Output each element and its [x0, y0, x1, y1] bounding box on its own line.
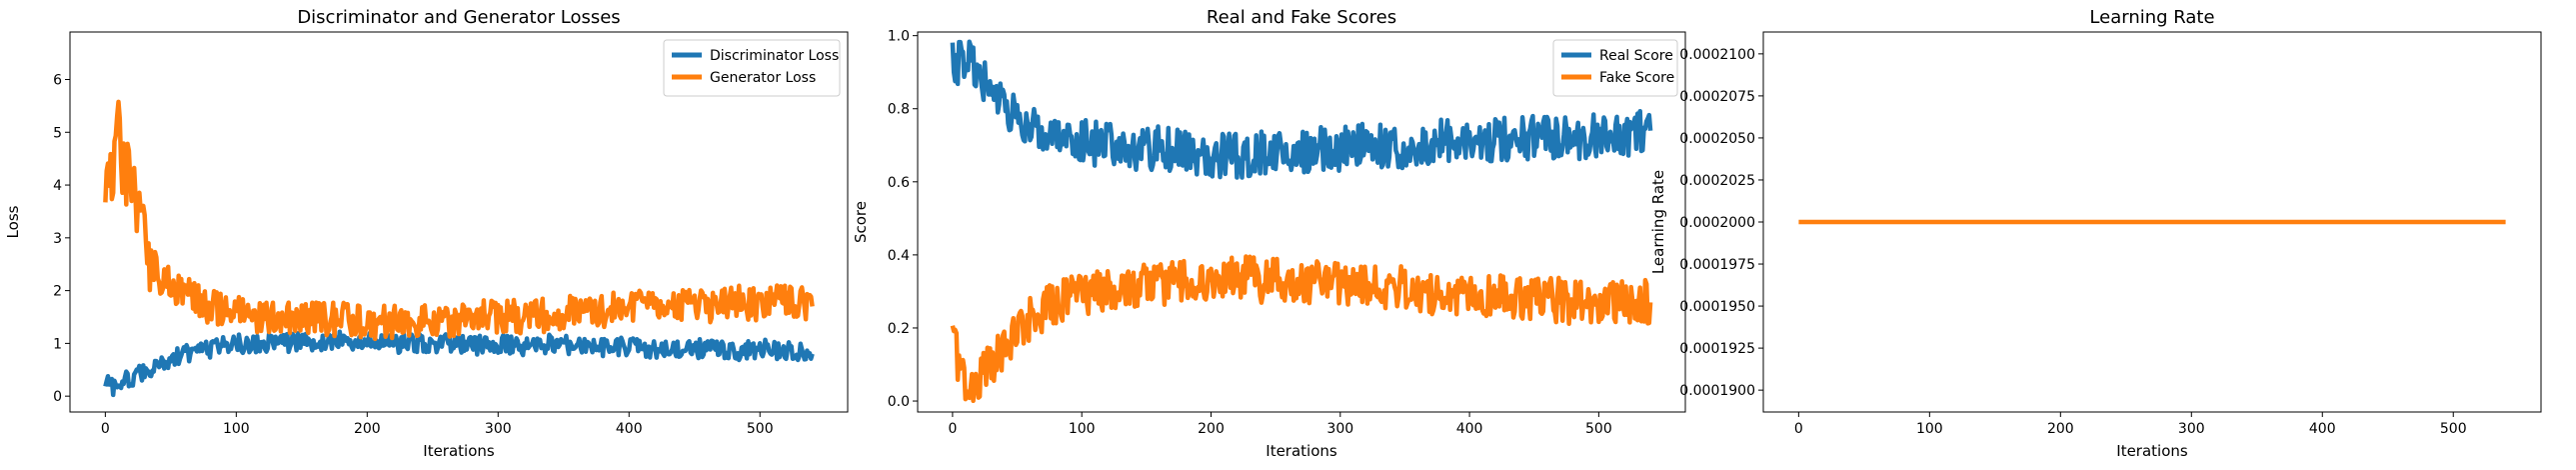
losses-legend-label: Discriminator Loss: [710, 48, 839, 64]
scores-x-tick-label: 100: [1069, 421, 1096, 437]
learning-rate-y-tick-label: 0.0002050: [1679, 131, 1755, 147]
learning-rate-x-tick-label: 400: [2309, 421, 2336, 437]
learning-rate-ylabel: Learning Rate: [1649, 170, 1667, 274]
losses-legend-label: Generator Loss: [710, 70, 816, 86]
learning-rate-y-tick-label: 0.0002000: [1679, 215, 1755, 231]
losses-y-tick-label: 3: [53, 231, 62, 247]
learning-rate-subplot: Learning Rate Iterations Learning Rate 0…: [1649, 7, 2542, 460]
losses-series-group: [103, 99, 815, 398]
losses-x-tick-label: 200: [354, 421, 381, 437]
losses-x-tick-label: 100: [223, 421, 250, 437]
scores-x-tick-label: 200: [1198, 421, 1225, 437]
losses-series-line-1: [103, 329, 815, 398]
scores-y-tick-label: 0.6: [888, 175, 910, 191]
learning-rate-y-tick-label: 0.0001900: [1679, 383, 1755, 399]
losses-y-tick-label: 1: [53, 336, 62, 352]
learning-rate-y-tick-label: 0.0002075: [1679, 89, 1755, 105]
losses-x-tick-label: 0: [101, 421, 110, 437]
learning-rate-title: Learning Rate: [2089, 7, 2214, 28]
scores-y-tick-label: 0.2: [888, 321, 910, 337]
learning-rate-y-tick-label: 0.0002025: [1679, 173, 1755, 189]
losses-title: Discriminator and Generator Losses: [297, 7, 620, 28]
losses-x-tick-label: 400: [616, 421, 643, 437]
learning-rate-x-tick-label: 100: [1916, 421, 1943, 437]
scores-legend: Real Score Fake Score: [1552, 39, 1678, 97]
scores-x-tick-label: 0: [948, 421, 957, 437]
scores-x-tick-label: 400: [1456, 421, 1483, 437]
losses-ylabel: Loss: [4, 205, 22, 238]
losses-y-tick-label: 2: [53, 284, 62, 300]
scores-ylabel: Score: [852, 201, 870, 243]
losses-x-tick-label: 300: [485, 421, 512, 437]
scores-series-line-2: [950, 254, 1653, 404]
scores-series-line-1: [950, 39, 1653, 180]
scores-y-tick-label: 0.0: [888, 394, 910, 410]
scores-title: Real and Fake Scores: [1207, 7, 1396, 28]
losses-y-tick-label: 0: [53, 389, 62, 405]
losses-y-tick-label: 4: [53, 178, 62, 194]
losses-legend-box: [663, 39, 841, 97]
scores-legend-label: Fake Score: [1599, 70, 1674, 86]
learning-rate-x-tick-label: 300: [2178, 421, 2205, 437]
losses-series-line-2: [103, 99, 815, 342]
scores-subplot: Real and Fake Scores Iterations Score 0 1…: [852, 7, 1686, 460]
losses-y-tick-label: 5: [53, 125, 62, 141]
losses-y-tick-label: 6: [53, 73, 62, 89]
losses-legend: Discriminator Loss Generator Loss: [663, 39, 841, 97]
learning-rate-x-tick-label: 0: [1794, 421, 1803, 437]
learning-rate-x-tick-label: 200: [2047, 421, 2074, 437]
learning-rate-y-tick-label: 0.0001975: [1679, 257, 1755, 273]
learning-rate-y-tick-label: 0.0001925: [1679, 341, 1755, 357]
scores-xlabel: Iterations: [1266, 442, 1337, 460]
scores-x-tick-label: 500: [1585, 421, 1612, 437]
losses-xlabel: Iterations: [423, 442, 495, 460]
scores-y-tick-label: 1.0: [888, 29, 910, 45]
scores-y-tick-label: 0.4: [888, 248, 910, 264]
losses-subplot: Discriminator and Generator Losses Itera…: [4, 7, 849, 460]
losses-x-tick-label: 500: [747, 421, 774, 437]
learning-rate-xlabel: Iterations: [2116, 442, 2188, 460]
losses-axes-frame: [69, 31, 849, 413]
scores-series-group: [950, 39, 1653, 404]
learning-rate-y-tick-label: 0.0001950: [1679, 299, 1755, 315]
scores-y-tick-label: 0.8: [888, 102, 910, 118]
scores-x-tick-label: 300: [1326, 421, 1353, 437]
learning-rate-y-tick-label: 0.0002100: [1679, 47, 1755, 63]
scores-axes-frame: [917, 31, 1686, 413]
scores-legend-label: Real Score: [1599, 48, 1673, 64]
learning-rate-x-tick-label: 500: [2440, 421, 2467, 437]
